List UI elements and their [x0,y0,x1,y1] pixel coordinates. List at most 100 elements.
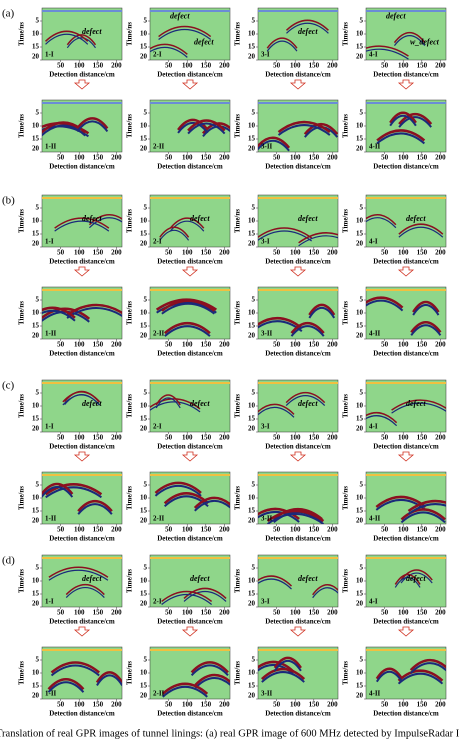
y-tick-label: 5 [144,389,148,397]
y-tick-label: 20 [248,240,256,248]
reflection [366,217,397,229]
y-axis-label: Time/ns [234,209,242,233]
y-tick-label: 10 [32,402,40,410]
gpr-panel [365,471,447,525]
y-tick-label: 5 [252,109,256,117]
y-tick-label: 5 [360,109,364,117]
reflection [161,299,216,312]
y-tick-label: 20 [140,332,148,340]
y-tick-label: 5 [252,17,256,25]
reflection [45,33,89,45]
x-tick-label: 150 [201,341,212,349]
reflection [161,590,213,603]
reflection [187,122,226,135]
surface-band [42,10,122,12]
reflections [366,382,446,427]
x-tick-label: 150 [93,249,104,257]
gpr-panel [257,646,339,700]
y-tick-label: 20 [248,332,256,340]
y-tick-label: 15 [356,682,364,690]
reflection [303,122,338,135]
gpr-image [365,554,447,608]
reflection [258,510,300,523]
x-tick-label: 100 [74,154,85,162]
reflection [398,112,433,125]
x-tick-label: 200 [219,62,230,70]
reflection [312,587,338,599]
gpr-panel [149,471,231,525]
y-tick-label: 15 [32,507,40,515]
x-tick-label: 200 [327,154,338,162]
reflection [290,321,325,334]
reflections [366,474,446,524]
reflection [150,43,188,55]
x-tick-label: 150 [309,249,320,257]
y-tick-label: 20 [32,600,40,608]
reflection [42,306,76,319]
surface-band [42,557,122,559]
y-tick-label: 10 [32,577,40,585]
y-tick-label: 15 [248,682,256,690]
reflection [150,401,201,413]
reflection [273,659,302,672]
reflection [412,304,440,316]
surface-band [42,289,122,291]
x-axis-label: Detection distance/cm [373,350,439,358]
x-tick-label: 200 [327,701,338,709]
x-tick-label: 100 [182,526,193,534]
y-tick-label: 20 [356,692,364,700]
x-axis-label: Detection distance/cm [373,163,439,171]
x-tick-label: 50 [381,341,389,349]
x-tick-label: 100 [290,62,301,70]
x-tick-label: 150 [93,609,104,617]
y-axis-label: Time/ns [234,22,242,46]
x-tick-label: 100 [182,62,193,70]
reflection [258,136,291,149]
reflection [298,232,338,244]
reflection [42,486,74,498]
x-axis-label: Detection distance/cm [157,71,223,79]
gpr-image [257,554,339,608]
x-axis-label: Detection distance/cm [373,443,439,451]
x-tick-label: 50 [273,701,281,709]
x-tick-label: 100 [290,701,301,709]
x-tick-label: 50 [165,701,173,709]
reflections [258,102,338,152]
surface-band [258,102,338,104]
reflections [150,382,230,413]
reflection [261,667,306,680]
y-tick-label: 20 [32,517,40,525]
x-tick-label: 150 [93,341,104,349]
panel-id: 1-I [45,51,54,59]
reflection [194,676,230,689]
reflection [389,111,417,124]
y-axis-label: Time/ns [234,114,242,138]
reflection [290,325,325,337]
surface-band [150,649,230,651]
y-tick-label: 15 [32,230,40,238]
reflection [65,586,105,598]
surface-band [366,474,446,476]
reflections [258,289,338,337]
x-tick-label: 50 [165,154,173,162]
reflections [42,102,122,138]
x-tick-label: 150 [93,62,104,70]
annotation: defect [298,399,318,408]
y-tick-label: 5 [144,656,148,664]
x-tick-label: 200 [435,154,446,162]
arrow [181,266,199,277]
reflection [155,397,181,409]
panel-id: 3-I [261,423,270,431]
reflections [150,649,230,698]
x-tick-label: 150 [201,701,212,709]
reflections [42,289,122,323]
reflection [391,402,446,414]
reflection [258,403,295,415]
x-tick-label: 50 [381,609,389,617]
y-axis-label: Time/ns [342,661,350,685]
reflection [163,321,211,335]
reflection [258,406,295,418]
gpr-panel [149,194,231,248]
reflections [150,557,230,605]
reflections [258,474,338,524]
